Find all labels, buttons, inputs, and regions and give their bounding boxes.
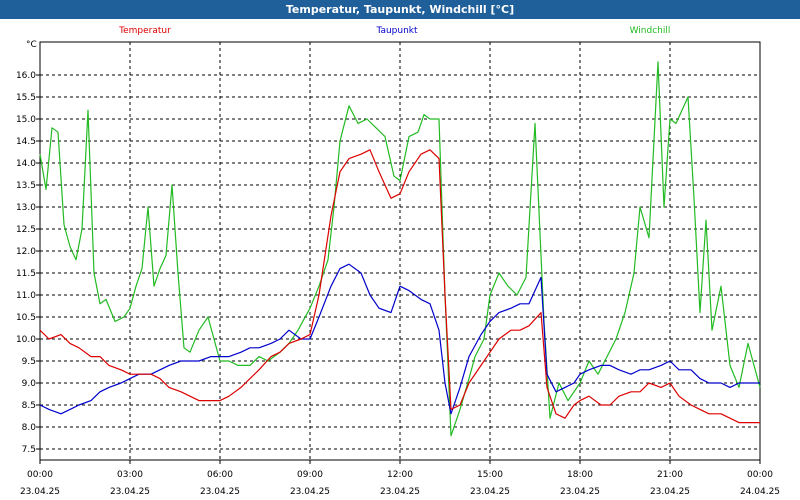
- y-tick-label: 12.0: [16, 247, 36, 257]
- y-tick-label: 9.0: [22, 379, 37, 389]
- y-tick-label: 10.5: [16, 313, 36, 323]
- y-tick-label: 12.5: [16, 225, 36, 235]
- x-tick-date: 23.04.25: [200, 487, 240, 497]
- x-tick-date: 24.04.25: [740, 487, 780, 497]
- x-tick-date: 23.04.25: [380, 487, 420, 497]
- x-tick-time: 06:00: [207, 470, 233, 480]
- x-tick-date: 23.04.25: [560, 487, 600, 497]
- y-tick-label: 15.5: [16, 93, 36, 103]
- x-tick-time: 15:00: [477, 470, 503, 480]
- x-tick-date: 23.04.25: [290, 487, 330, 497]
- y-tick-label: 11.5: [16, 269, 36, 279]
- x-tick-time: 09:00: [297, 470, 323, 480]
- legend-temperatur: Temperatur: [118, 26, 171, 36]
- y-tick-label: 14.5: [16, 137, 36, 147]
- y-axis: 7.5 8.0 8.5 9.0 9.5 10.0 10.5 11.0 11.5 12.0 12.5 1…: [16, 71, 40, 455]
- y-tick-label: 10.0: [16, 335, 36, 345]
- x-tick-date: 23.04.25: [20, 487, 60, 497]
- series-line-taupunkt: [39, 263, 760, 415]
- x-tick-time: 00:00: [747, 470, 773, 480]
- x-tick-time: 21:00: [657, 470, 683, 480]
- grid: [40, 42, 760, 460]
- legend-taupunkt: Taupunkt: [375, 26, 418, 36]
- y-axis-label: °C: [26, 40, 37, 50]
- x-tick-time: 18:00: [567, 470, 593, 480]
- series-line-windchill: [39, 61, 761, 437]
- x-tick-time: 12:00: [387, 470, 413, 480]
- y-tick-label: 16.0: [16, 71, 36, 81]
- y-tick-label: 9.5: [22, 357, 36, 367]
- series-lines: [39, 61, 761, 437]
- y-tick-label: 11.0: [16, 291, 36, 301]
- line-chart: 7.5 8.0 8.5 9.0 9.5 10.0 10.5 11.0 11.5 12.0 12.5 1…: [0, 19, 800, 500]
- x-tick-date: 23.04.25: [110, 487, 150, 497]
- legend: Temperatur Taupunkt Windchill: [118, 26, 670, 36]
- y-tick-label: 15.0: [16, 115, 36, 125]
- x-tick-date: 23.04.25: [470, 487, 510, 497]
- y-tick-label: 8.5: [22, 401, 36, 411]
- y-tick-label: 7.5: [22, 445, 36, 455]
- y-tick-label: 13.5: [16, 181, 36, 191]
- series-line-temperatur: [39, 149, 760, 424]
- y-tick-label: 8.0: [22, 423, 37, 433]
- y-tick-label: 13.0: [16, 203, 36, 213]
- x-tick-date: 23.04.25: [650, 487, 690, 497]
- x-tick-time: 00:00: [27, 470, 53, 480]
- window-title: Temperatur, Taupunkt, Windchill [°C]: [0, 0, 800, 19]
- x-tick-time: 03:00: [117, 470, 143, 480]
- legend-windchill: Windchill: [630, 26, 671, 36]
- x-axis: 00:00 23.04.25 03:00 23.04.25 06:00 23.04.25 0…: [20, 460, 780, 497]
- y-tick-label: 14.0: [16, 159, 36, 169]
